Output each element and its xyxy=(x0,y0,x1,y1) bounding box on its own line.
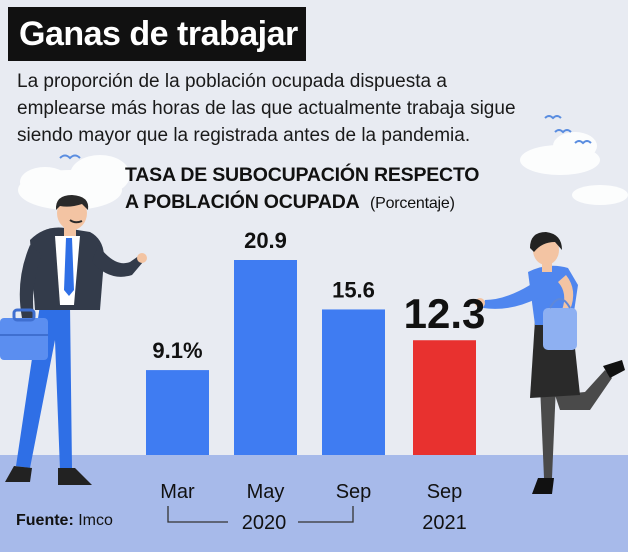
chart-unit-label: (Porcentaje) xyxy=(369,195,455,212)
chart-title: TASA DE SUBOCUPACIÓN RESPECTO A POBLACIÓ… xyxy=(125,162,479,217)
description-line: siendo mayor que la registrada antes de … xyxy=(17,125,471,146)
description-line: La proporción de la población ocupada di… xyxy=(17,71,447,92)
chart-title-line1: TASA DE SUBOCUPACIÓN RESPECTO xyxy=(125,164,480,186)
x-tick-label-2: Sep xyxy=(336,481,372,503)
x-tick-label-1: May xyxy=(247,481,285,503)
bar-value-label-1: 20.9 xyxy=(244,228,287,253)
bar-value-label-3: 12.3 xyxy=(404,290,486,337)
businesswoman-icon xyxy=(475,232,625,494)
year-label-0: 2020 xyxy=(242,512,287,534)
businessman-icon xyxy=(0,195,147,485)
bar-value-label-2: 15.6 xyxy=(332,277,375,302)
year-bracket-left xyxy=(167,506,228,523)
source-label: Fuente: xyxy=(16,512,74,529)
source-note: Fuente: Imco xyxy=(16,512,113,530)
bar-value-label-0: 9.1% xyxy=(152,338,202,363)
bar-2 xyxy=(322,309,385,455)
source-value: Imco xyxy=(78,512,113,529)
bar-3 xyxy=(413,340,476,455)
bar-1 xyxy=(234,260,297,455)
bar-0 xyxy=(146,370,209,455)
chart-title-line2: A POBLACIÓN OCUPADA xyxy=(125,191,360,213)
x-tick-label-0: Mar xyxy=(160,481,195,503)
year-label-1: 2021 xyxy=(422,512,467,534)
cloud-right-icon xyxy=(520,132,628,205)
cloud-left-icon xyxy=(18,155,130,210)
year-bracket-right xyxy=(298,506,354,523)
ground-band xyxy=(0,455,628,552)
description-line: emplearse más horas de las que actualmen… xyxy=(17,98,516,119)
page-title: Ganas de trabajar xyxy=(8,7,306,61)
description: La proporción de la población ocupada di… xyxy=(17,68,617,149)
birds-icon xyxy=(59,115,592,160)
x-tick-label-3: Sep xyxy=(427,481,463,503)
